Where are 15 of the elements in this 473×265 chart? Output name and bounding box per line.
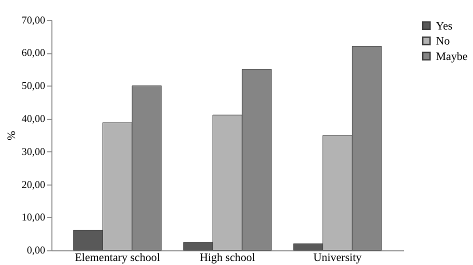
y-tick-label: 0,00 xyxy=(26,246,46,257)
legend-label: No xyxy=(436,36,450,48)
y-tick-label: 60,00 xyxy=(22,48,46,60)
y-axis-title: % xyxy=(6,130,18,140)
legend-label: Maybe xyxy=(436,50,468,63)
y-tick-label: 10,00 xyxy=(22,212,46,224)
legend-label: Yes xyxy=(436,20,454,32)
x-tick-label: High school xyxy=(200,252,256,264)
x-tick-label: University xyxy=(313,252,362,264)
y-tick-label: 40,00 xyxy=(22,114,46,125)
y-tick-label: 30,00 xyxy=(22,146,46,158)
y-tick-label: 70,00 xyxy=(22,15,46,26)
y-tick-label: 50,00 xyxy=(22,81,46,92)
y-tick-label: 20,00 xyxy=(22,180,46,191)
x-tick-label: Elementary school xyxy=(74,252,160,264)
